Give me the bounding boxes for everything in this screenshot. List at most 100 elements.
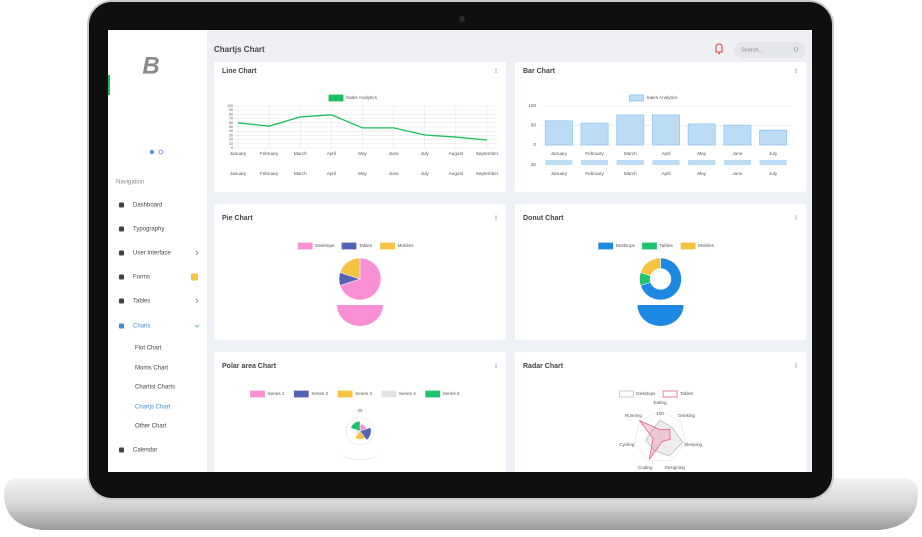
x-tick-label: May xyxy=(697,171,706,176)
legend-label: Desktops xyxy=(636,391,656,396)
chevron xyxy=(194,324,200,328)
sidebar xyxy=(108,30,207,472)
x-tick-label: June xyxy=(732,171,742,176)
y-tick-label: 80 xyxy=(229,112,233,116)
nav-icon xyxy=(119,250,124,256)
card-menu-dot[interactable] xyxy=(795,71,797,73)
radar-spoke xyxy=(639,420,661,438)
y-tick-label: 30 xyxy=(229,133,233,137)
polar-sector xyxy=(359,427,372,441)
bar xyxy=(652,114,680,146)
card-menu-dot[interactable] xyxy=(795,215,797,217)
bar xyxy=(616,114,645,146)
nav-item[interactable]: Forms xyxy=(133,275,150,281)
legend-label: Series 2 xyxy=(311,391,328,396)
y-tick-label: 100 xyxy=(227,104,233,108)
card-menu-dot[interactable] xyxy=(795,217,797,219)
radar-axis-label: Coding xyxy=(638,465,653,470)
nav-sub-item[interactable]: Morris Chart xyxy=(135,366,168,372)
logo: B xyxy=(142,52,159,79)
legend-swatch xyxy=(642,242,657,250)
nav-item[interactable]: User Interface xyxy=(133,251,171,257)
legend-label: Tables xyxy=(660,243,674,248)
x-tick-label: April xyxy=(327,151,336,156)
x-tick-label: August xyxy=(449,171,464,176)
legend-swatch xyxy=(297,242,313,250)
x-tick-label: May xyxy=(358,171,367,176)
nav-icon xyxy=(119,274,124,280)
radar-axis-label: Cycling xyxy=(619,442,635,447)
render-artifact xyxy=(688,160,716,165)
x-tick-label: June xyxy=(389,171,399,176)
legend-swatch xyxy=(598,242,614,250)
x-tick-label: January xyxy=(230,151,247,156)
x-tick-label: June xyxy=(732,151,742,156)
nav-item[interactable]: Charts xyxy=(133,324,151,330)
bell-icon[interactable] xyxy=(715,43,723,54)
search-icon[interactable] xyxy=(793,47,799,52)
bar xyxy=(687,123,716,146)
card-title: Radar Chart xyxy=(523,363,564,370)
nav-item[interactable]: Calendar xyxy=(133,448,157,454)
render-artifact xyxy=(581,160,609,165)
nav-icon xyxy=(119,447,124,453)
radar-spoke xyxy=(659,436,672,461)
nav-sub-item[interactable]: Other Chart xyxy=(135,424,167,430)
nav-item[interactable]: Typography xyxy=(133,227,164,233)
y-tick-label: 50 xyxy=(531,123,537,128)
radar-series xyxy=(645,419,684,457)
card xyxy=(515,352,806,472)
card-menu-dot[interactable] xyxy=(495,70,497,72)
legend-swatch xyxy=(250,390,265,398)
x-tick-label: September xyxy=(476,171,499,176)
x-tick-label: May xyxy=(358,151,367,156)
camera xyxy=(459,16,465,22)
card-menu-dot[interactable] xyxy=(795,363,797,365)
x-tick-label: July xyxy=(421,151,430,156)
radar-axis-label: Running xyxy=(625,413,643,418)
card-menu-dot[interactable] xyxy=(495,68,497,70)
nav-sub-item[interactable]: Chartist Charts xyxy=(135,385,175,391)
x-tick-label: May xyxy=(697,151,706,156)
radar-spoke xyxy=(659,420,681,438)
render-artifact xyxy=(637,305,684,326)
y-tick-label: 70 xyxy=(229,117,233,121)
r-tick-label: 20 xyxy=(357,408,363,413)
y-tick-label: 40 xyxy=(229,129,233,133)
card-title: Line Chart xyxy=(222,68,257,75)
x-tick-label: February xyxy=(260,151,279,156)
search-box[interactable] xyxy=(734,42,806,58)
radar-axis-label: Drinking xyxy=(678,413,695,418)
x-tick-label: July xyxy=(769,151,778,156)
x-tick-label: February xyxy=(585,151,604,156)
card-menu-dot[interactable] xyxy=(495,71,497,73)
x-tick-label: September xyxy=(476,151,499,156)
x-tick-label: June xyxy=(389,151,399,156)
x-tick-label: January xyxy=(230,171,247,176)
card-menu-dot[interactable] xyxy=(495,366,497,368)
card-menu-dot[interactable] xyxy=(795,366,797,368)
card-title: Polar area Chart xyxy=(222,363,277,370)
radar-spoke xyxy=(648,436,661,461)
chevron xyxy=(195,298,199,304)
x-tick-label: August xyxy=(449,151,464,156)
nav-sub-item[interactable]: Chartjs Chart xyxy=(135,405,171,411)
card-menu-dot[interactable] xyxy=(495,215,497,217)
radar-spoke xyxy=(659,436,686,443)
polar-sector xyxy=(350,420,361,432)
card-menu-dot[interactable] xyxy=(495,217,497,219)
card-menu-dot[interactable] xyxy=(795,365,797,367)
nav-item[interactable]: Tables xyxy=(133,299,150,305)
nav-item[interactable]: Dashboard xyxy=(133,203,162,209)
radar-axis-label: Sleeping xyxy=(684,442,702,447)
nav-sub-item[interactable]: Flot Chart xyxy=(135,346,162,352)
card xyxy=(214,352,506,472)
card-menu-dot[interactable] xyxy=(795,70,797,72)
card-menu-dot[interactable] xyxy=(495,218,497,220)
card-menu-dot[interactable] xyxy=(795,68,797,70)
card-menu-dot[interactable] xyxy=(795,218,797,220)
x-tick-label: April xyxy=(661,151,670,156)
radar-axis-label: Designing xyxy=(665,465,686,470)
card-menu-dot[interactable] xyxy=(495,365,497,367)
card-menu-dot[interactable] xyxy=(495,363,497,365)
